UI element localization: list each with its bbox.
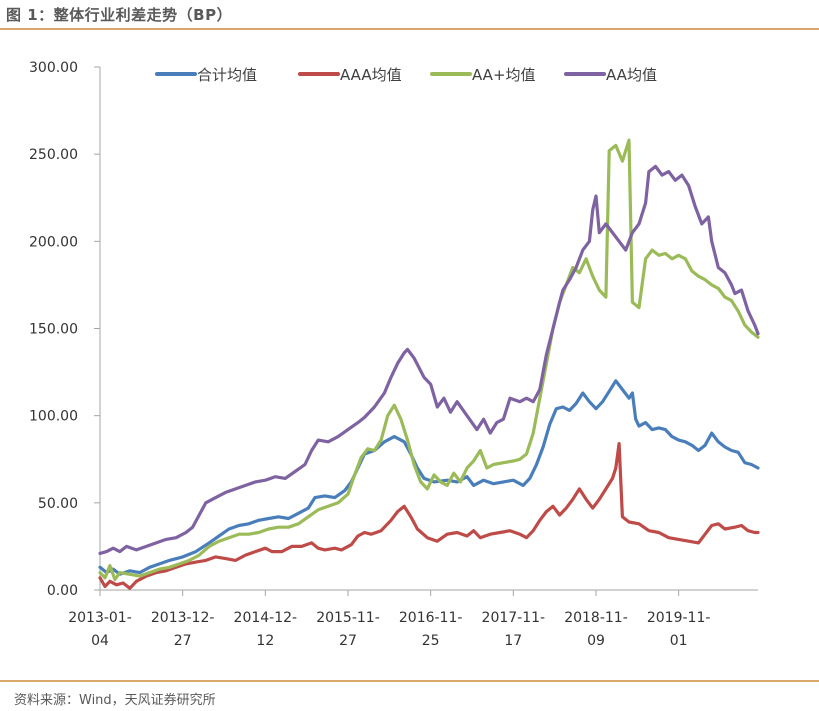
x-tick-label: 12 xyxy=(256,633,274,649)
y-tick-label: 300.00 xyxy=(29,60,78,76)
series-line-1 xyxy=(98,442,760,590)
series-line-0 xyxy=(98,379,760,576)
y-tick-label: 200.00 xyxy=(29,234,78,250)
legend-label: AAA均值 xyxy=(340,66,402,84)
footer-divider xyxy=(0,680,819,682)
y-tick-label: 150.00 xyxy=(29,322,78,338)
x-tick-label: 2015-11- xyxy=(316,610,380,626)
x-tick-label: 17 xyxy=(504,633,522,649)
x-tick-label: 25 xyxy=(422,633,440,649)
line-chart: 0.00 50.00 100.00 150.00 200.00 250.00 300.00 2… xyxy=(29,60,760,649)
x-tick-label: 27 xyxy=(339,633,357,649)
series-line-2 xyxy=(98,138,760,582)
x-tick-label: 2013-01- xyxy=(68,610,132,626)
axes: 0.00 50.00 100.00 150.00 200.00 250.00 300.00 2… xyxy=(29,60,758,649)
x-tick-label: 2018-11- xyxy=(564,610,628,626)
x-tick-label: 2014-12- xyxy=(234,610,298,626)
x-tick-label: 04 xyxy=(91,633,109,649)
x-tick-label: 2019-11- xyxy=(647,610,711,626)
chart-title: 图 1：整体行业利差走势（BP） xyxy=(6,6,233,24)
x-tick-label: 2016-11- xyxy=(399,610,463,626)
series-layer xyxy=(98,138,760,590)
legend-label: 合计均值 xyxy=(197,66,257,84)
y-tick-label: 50.00 xyxy=(38,496,78,512)
legend: 合计均值 AAA均值 AA+均值 AA均值 xyxy=(155,66,657,84)
title-divider xyxy=(0,28,819,30)
x-tick-label: 2013-12- xyxy=(151,610,215,626)
y-tick-label: 0.00 xyxy=(47,583,78,599)
x-tick-label: 27 xyxy=(174,633,192,649)
x-tick-label: 01 xyxy=(670,633,688,649)
x-tick-label: 09 xyxy=(587,633,605,649)
y-tick-label: 100.00 xyxy=(29,409,78,425)
series-line-3 xyxy=(98,164,760,555)
y-tick-label: 250.00 xyxy=(29,147,78,163)
legend-label: AA均值 xyxy=(606,66,657,84)
source-note: 资料来源：Wind，天风证券研究所 xyxy=(14,693,216,708)
legend-label: AA+均值 xyxy=(472,66,536,84)
x-tick-label: 2017-11- xyxy=(482,610,546,626)
